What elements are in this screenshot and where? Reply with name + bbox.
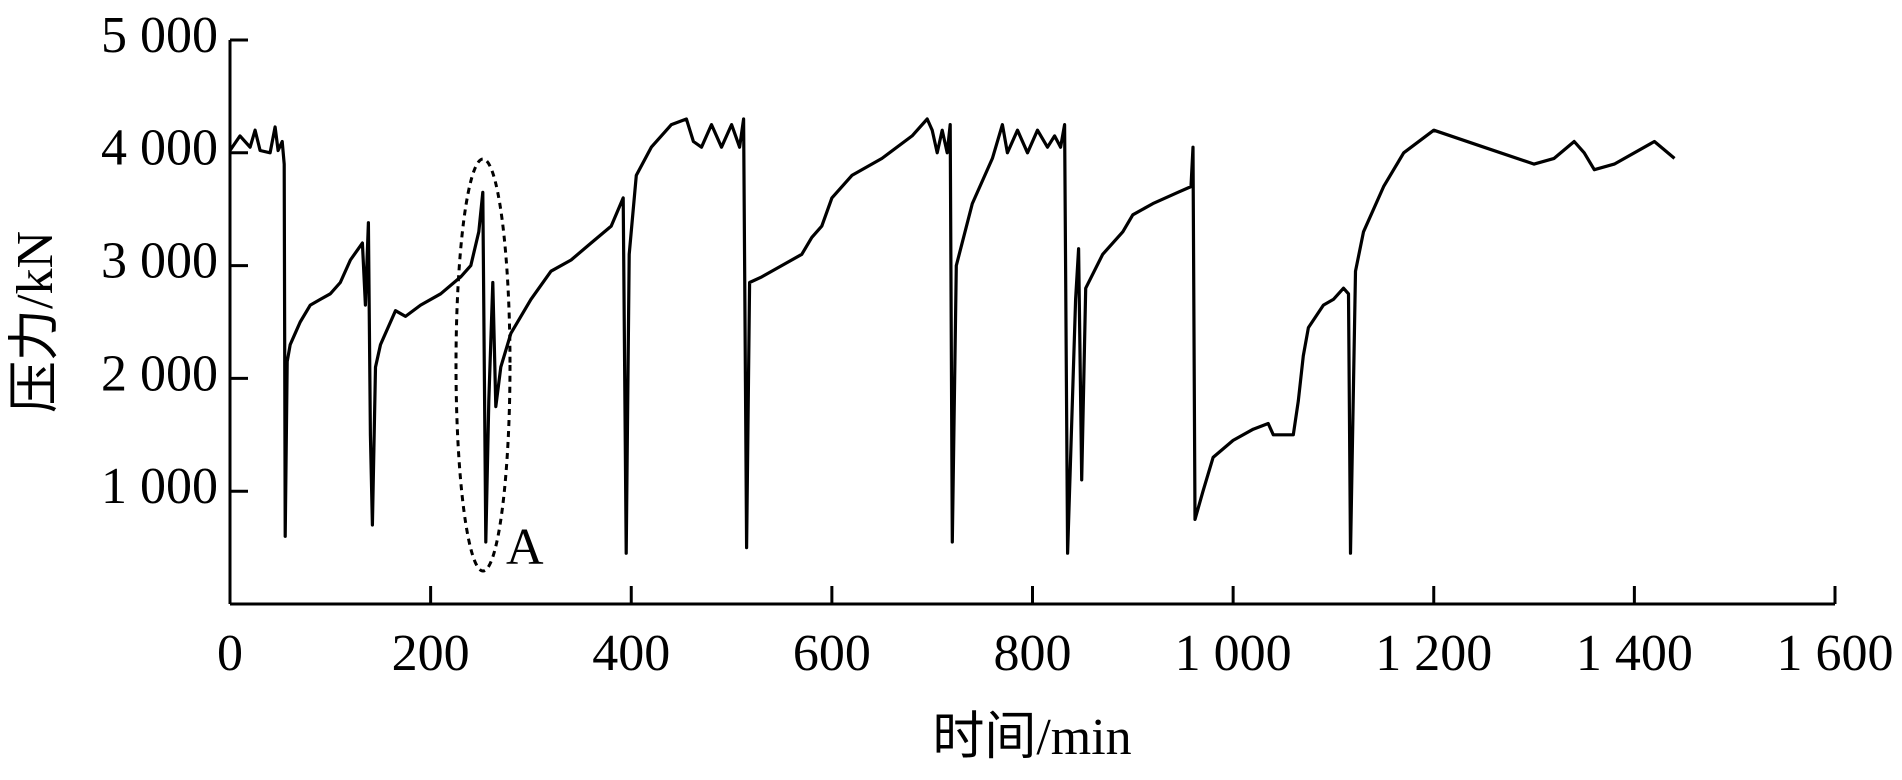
data-line: [228, 117, 1676, 555]
x-tick-label: 1 000: [1175, 625, 1292, 682]
x-tick-label: 800: [994, 625, 1072, 682]
y-tick-label: 1 000: [101, 458, 218, 515]
y-tick-label: 4 000: [101, 120, 218, 177]
x-tick-label: 200: [392, 625, 470, 682]
x-tick-label: 600: [793, 625, 871, 682]
x-tick-label: 1 200: [1375, 625, 1492, 682]
x-axis-label: 时间/min: [932, 709, 1131, 766]
annotation: A: [506, 519, 544, 576]
x-tick-label: 1 400: [1576, 625, 1693, 682]
y-tick-label: 3 000: [101, 233, 218, 290]
x-tick-label: 400: [592, 625, 670, 682]
highlight-ellipse: [454, 157, 512, 573]
y-axis-label: 压力/kN: [7, 231, 64, 413]
x-tick-label: 1 600: [1777, 625, 1894, 682]
y-tick-label: 2 000: [101, 345, 218, 402]
x-tick-label: 0: [217, 625, 243, 682]
y-tick-label: 5 000: [101, 7, 218, 64]
